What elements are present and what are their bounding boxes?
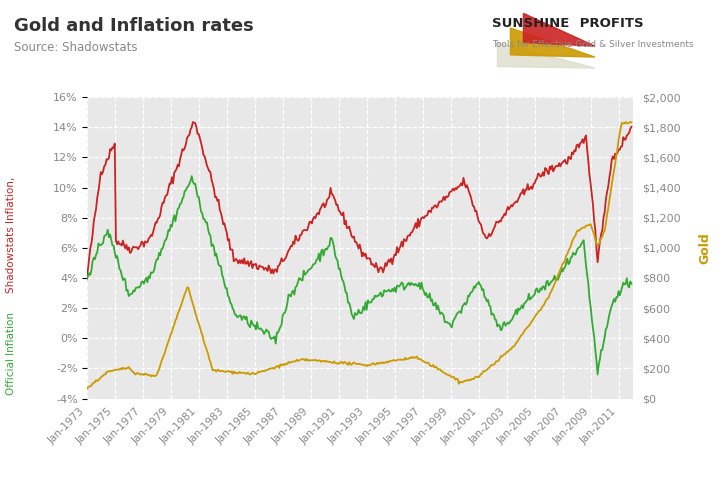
Text: Official Inflation: Official Inflation xyxy=(6,312,16,395)
Text: Shadowstats Inflation,: Shadowstats Inflation, xyxy=(6,173,16,293)
Text: Gold and Inflation rates: Gold and Inflation rates xyxy=(14,17,254,35)
Polygon shape xyxy=(510,28,595,57)
Text: SUNSHINE: SUNSHINE xyxy=(492,17,569,30)
Text: Gold: Gold xyxy=(698,232,711,264)
Text: PROFITS: PROFITS xyxy=(575,17,643,30)
Text: Source: Shadowstats: Source: Shadowstats xyxy=(14,41,138,54)
Polygon shape xyxy=(497,43,595,68)
Polygon shape xyxy=(523,13,595,46)
Text: Tools for Effective Gold & Silver Investments: Tools for Effective Gold & Silver Invest… xyxy=(492,40,693,49)
